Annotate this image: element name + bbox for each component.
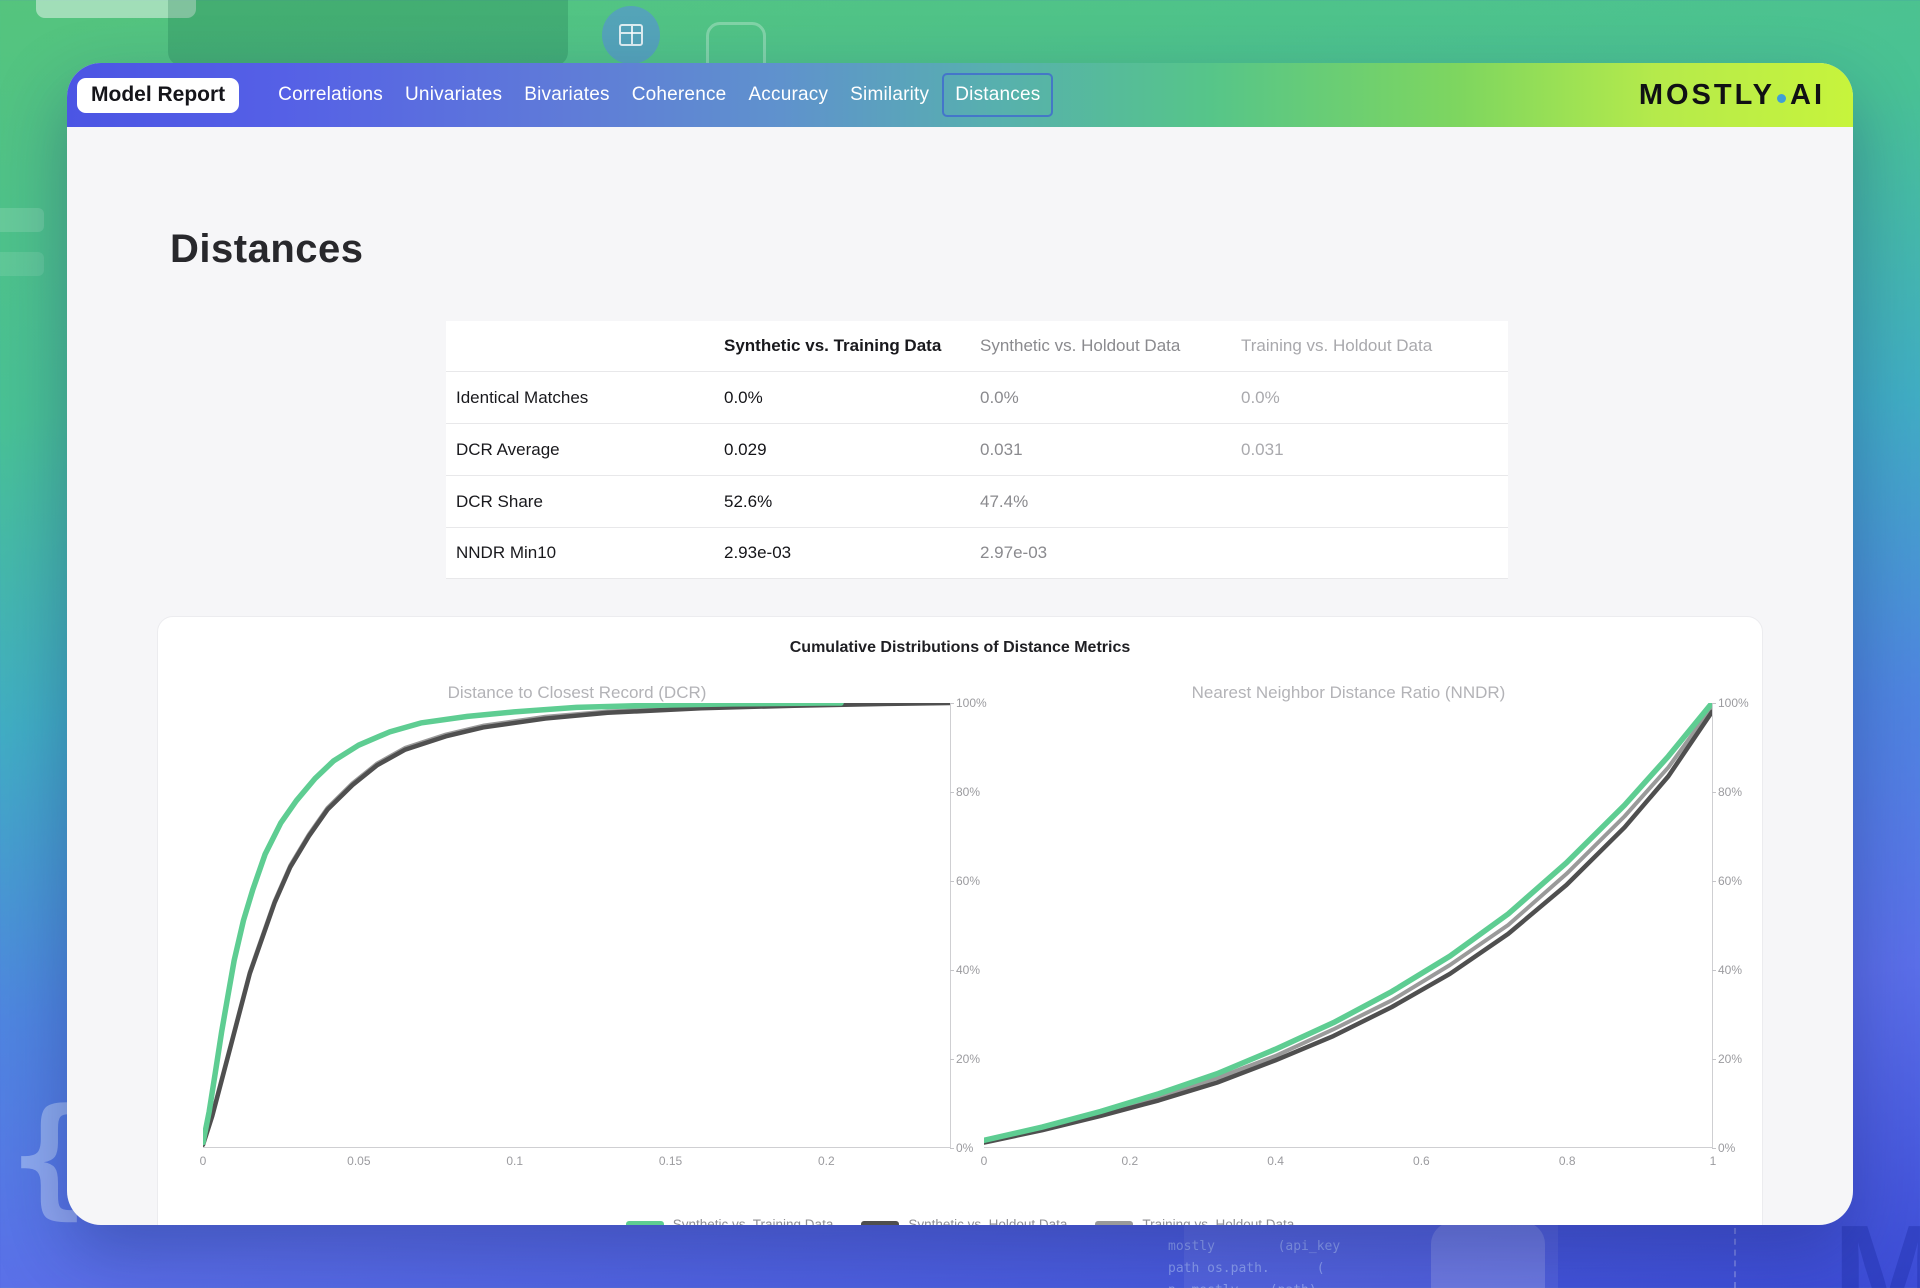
table-cell: 2.93e-03 [724,543,792,562]
chart-card-title: Cumulative Distributions of Distance Met… [789,639,1131,656]
table-row: NNDR Min10 2.93e-03 2.97e-03 [446,527,1508,579]
table-row: Identical Matches 0.0% 0.0% 0.0% [446,371,1508,423]
mostly-m-watermark: M [1833,1198,1920,1288]
report-content: Distances Synthetic vs. Training Data Sy… [67,127,1853,1225]
table-cell: 0.031 [1241,439,1284,459]
tab-similarity[interactable]: Similarity [850,84,930,105]
table-header-row: Synthetic vs. Training Data Synthetic vs… [446,321,1508,371]
background-code-text: mostly (api_key path os.path. ( p mostly… [1168,1239,1341,1288]
table-cell: 0.0% [724,387,763,407]
legend-label: Synthetic vs. Holdout Data [908,1217,1068,1225]
tab-bivariates[interactable]: Bivariates [524,84,610,105]
x-tick-label: 0.4 [1267,1154,1284,1168]
legend-item: Training vs. Holdout Data [1095,1217,1294,1225]
y-tick-label: 100% [1712,696,1749,710]
y-tick-label: 60% [1711,874,1742,888]
table-cell: 0.0% [1241,387,1280,407]
y-tick-label: 20% [1711,1052,1742,1066]
table-cell: NNDR Min10 [456,543,557,562]
table-cell: 0.031 [980,439,1023,459]
tab-distances[interactable]: Distances [942,73,1054,117]
x-tick-label: 0.15 [658,1154,683,1168]
distance-charts-card: Cumulative Distributions of Distance Met… [157,616,1763,1225]
table-cell: 47.4% [980,491,1029,511]
chart-legend: Synthetic vs. Training Data Synthetic vs.… [158,1217,1762,1225]
dcr-subplot: Distance to Closest Record (DCR) 0% 20% 40… [158,617,987,1225]
table-cell: DCR Share [456,491,543,511]
background-app-icon [1431,1222,1545,1288]
table-cell: DCR Average [456,439,560,459]
background-stripe [0,208,44,232]
distance-metrics-table: Synthetic vs. Training Data Synthetic vs… [446,321,1508,579]
table-cell: Identical Matches [456,387,589,407]
report-navbar: Model Report Correlations Univariates Biva… [67,63,1853,127]
table-row: DCR Share 52.6% 47.4% [446,475,1508,527]
dcr-subplot-title: Distance to Closest Record (DCR) [447,683,707,702]
tab-univariates[interactable]: Univariates [405,84,503,105]
page-title: Distances [170,227,364,271]
x-tick-label: 0 [199,1154,207,1168]
legend-item: Synthetic vs. Training Data [625,1217,834,1225]
y-tick-label: 80% [1711,785,1742,799]
nndr-plot-area [984,703,1713,1148]
x-tick-label: 0.2 [817,1154,835,1168]
y-tick-label: 0% [949,1141,973,1155]
x-tick-label: 0.8 [1558,1154,1576,1168]
x-tick-label: 0 [980,1154,988,1168]
legend-label: Synthetic vs. Training Data [672,1217,834,1225]
x-tick-label: 0.05 [347,1154,371,1168]
legend-swatch-icon [625,1221,664,1225]
table-cell: 0.029 [724,439,767,459]
model-report-badge[interactable]: Model Report [77,77,240,113]
table-row: DCR Average 0.029 0.031 0.031 [446,423,1508,475]
x-tick-label: 1 [1709,1154,1717,1168]
y-tick-label: 20% [949,1052,980,1066]
nndr-subplot: Nearest Neighbor Distance Ratio (NNDR) 0… [980,617,1764,1225]
dcr-curves [203,703,950,1147]
y-tick-label: 60% [949,874,980,888]
table-cell: 2.97e-03 [980,543,1048,562]
y-tick-label: 0% [1711,1141,1735,1155]
dcr-plot-area [203,703,951,1148]
background-dashed-line [1734,1228,1736,1288]
legend-label: Training vs. Holdout Data [1142,1217,1295,1225]
col-header-synthetic-vs-training: Synthetic vs. Training Data [724,336,942,355]
tab-correlations[interactable]: Correlations [278,84,384,105]
logo-text-left: MOS [1638,78,1714,111]
x-tick-label: 0.1 [506,1154,523,1168]
tab-accuracy[interactable]: Accuracy [748,84,829,105]
x-tick-label: 0.6 [1413,1154,1430,1168]
table-icon [619,24,643,46]
legend-item: Synthetic vs. Holdout Data [861,1217,1067,1225]
nndr-subplot-title: Nearest Neighbor Distance Ratio (NNDR) [1191,683,1506,702]
y-tick-label: 40% [1711,963,1742,977]
legend-swatch-icon [861,1221,900,1225]
col-header-training-vs-holdout: Training vs. Holdout Data [1241,336,1433,355]
legend-swatch-icon [1095,1221,1134,1225]
table-cell: 52.6% [724,491,773,511]
nndr-curves [984,703,1712,1145]
table-icon-bubble [602,6,660,64]
logo-text-mid: TLY [1713,78,1775,111]
background-pill-shape [36,0,196,18]
y-tick-label: 80% [949,785,980,799]
background-stripe [0,252,44,276]
nav-tabs: Correlations Univariates Bivariates Coheren… [269,73,1054,117]
tab-coherence[interactable]: Coherence [631,84,727,105]
x-tick-label: 0.2 [1121,1154,1139,1168]
logo-text-right: AI [1790,78,1825,111]
table-cell: 0.0% [980,387,1019,407]
col-header-synthetic-vs-holdout: Synthetic vs. Holdout Data [980,336,1181,355]
model-report-card: Model Report Correlations Univariates Biva… [67,63,1853,1225]
y-tick-label: 40% [949,963,980,977]
background-toolbar-shape [168,0,568,66]
y-tick-label: 100% [950,696,987,710]
logo-dot-icon [1777,93,1786,103]
mostly-ai-logo: MOS TLY AI [1639,79,1825,112]
